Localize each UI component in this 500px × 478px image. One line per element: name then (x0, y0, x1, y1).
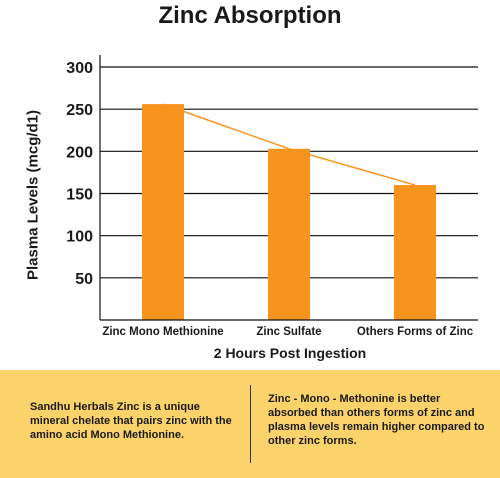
y-tick-label: 300 (66, 60, 93, 77)
chart-title: Zinc Absorption (158, 2, 342, 29)
y-tick-label: 100 (66, 229, 93, 246)
info-right-text: Zinc - Mono - Methonine is better absorb… (268, 393, 485, 447)
bar (268, 148, 310, 320)
bar-chart: 50 100 150 200 250 300 Zinc Mono Methionine Zin… (66, 55, 478, 338)
bar (394, 185, 436, 320)
info-left-text: Sandhu Herbals Zinc is a unique mineral … (30, 401, 232, 441)
y-tick-label: 250 (66, 102, 93, 119)
info-divider (250, 385, 251, 463)
y-tick-label: 50 (75, 271, 93, 288)
trend-line (162, 103, 416, 186)
y-tick-label: 200 (66, 144, 93, 161)
bar (142, 104, 184, 321)
x-axis-label: 2 Hours Post Ingestion (213, 345, 367, 361)
x-tick-label: Zinc Mono Methionine (102, 326, 223, 338)
y-tick-label: 150 (66, 187, 93, 204)
x-tick-label: Zinc Sulfate (256, 326, 321, 338)
info-panel: Sandhu Herbals Zinc is a unique mineral … (0, 370, 500, 478)
x-tick-label: Others Forms of Zinc (357, 326, 474, 338)
